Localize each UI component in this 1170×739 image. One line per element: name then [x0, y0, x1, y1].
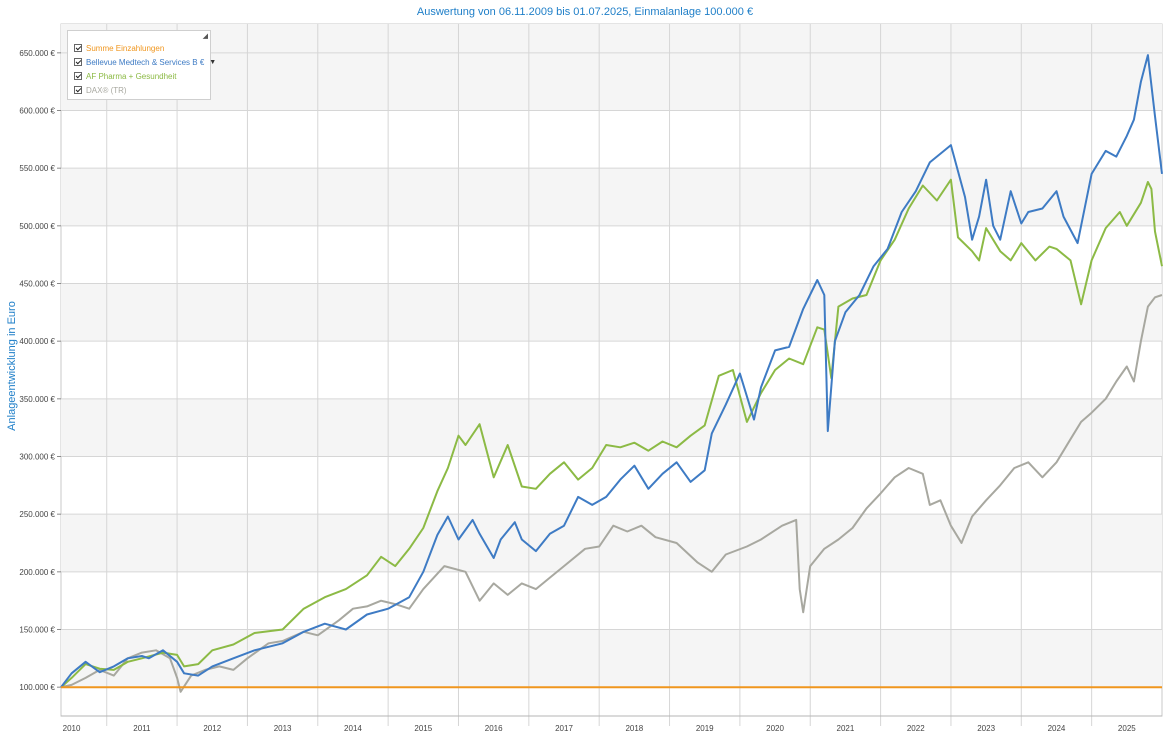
- y-tick-label: 600.000 €: [19, 107, 55, 116]
- grid-band: [61, 514, 1162, 572]
- x-tick-label: 2019: [696, 724, 714, 733]
- x-tick-label: 2010: [63, 724, 81, 733]
- series-layer: [60, 54, 1163, 693]
- legend-label: DAX® (TR): [86, 85, 127, 95]
- grid-band: [61, 629, 1162, 688]
- x-tick-label: 2018: [625, 724, 643, 733]
- grid-band: [61, 398, 1162, 457]
- dropdown-arrow-icon[interactable]: ▼: [209, 58, 217, 66]
- y-tick-label: 550.000 €: [19, 164, 55, 173]
- y-tick-label: 350.000 €: [19, 395, 55, 404]
- checkbox-icon[interactable]: [74, 86, 82, 94]
- legend-item-summe-einzahlungen[interactable]: Summe Einzahlungen: [74, 41, 210, 55]
- y-tick-label: 400.000 €: [19, 337, 55, 346]
- y-tick-label: 500.000 €: [19, 222, 55, 231]
- y-axis-label: Anlageentwicklung in Euro: [6, 301, 18, 431]
- x-tick-label: 2025: [1118, 724, 1136, 733]
- y-tick-label: 200.000 €: [19, 568, 55, 577]
- y-tick-label: 100.000 €: [19, 683, 55, 692]
- y-tick-label: 300.000 €: [19, 453, 55, 462]
- plot-bands: [60, 23, 1163, 717]
- series-line-bellevue-medtech-services-b: [60, 54, 1163, 688]
- checkbox-icon[interactable]: [74, 72, 82, 80]
- legend-resize-icon[interactable]: ◢: [202, 33, 208, 40]
- legend-item-bellevue-medtech[interactable]: Bellevue Medtech & Services B € ▼: [74, 55, 216, 69]
- x-tick-label: 2017: [555, 724, 573, 733]
- x-tick-label: 2016: [485, 724, 503, 733]
- grid-band: [61, 24, 1162, 53]
- grid-band: [61, 283, 1162, 342]
- x-tick-label: 2021: [837, 724, 855, 733]
- chart-title: Auswertung von 06.11.2009 bis 01.07.2025…: [416, 6, 754, 18]
- checkbox-icon[interactable]: [74, 58, 82, 66]
- plot-area: [60, 23, 1163, 717]
- legend-label: AF Pharma + Gesundheit: [86, 71, 177, 81]
- x-tick-label: 2024: [1048, 724, 1066, 733]
- series-line-af-pharma-gesundheit: [60, 178, 1163, 688]
- legend-label: Summe Einzahlungen: [86, 43, 165, 53]
- y-tick-label: 450.000 €: [19, 280, 55, 289]
- x-tick-label: 2011: [133, 724, 151, 733]
- y-tick-label: 150.000 €: [19, 626, 55, 635]
- grid-band: [61, 52, 1162, 111]
- y-tick-label: 250.000 €: [19, 510, 55, 519]
- legend-label: Bellevue Medtech & Services B €: [86, 57, 205, 67]
- series-line-dax-tr: [60, 294, 1163, 693]
- x-tick-label: 2015: [414, 724, 432, 733]
- legend-item-dax[interactable]: DAX® (TR): [74, 83, 210, 97]
- x-tick-label: 2013: [274, 724, 292, 733]
- x-tick-label: 2012: [203, 724, 221, 733]
- x-tick-label: 2014: [344, 724, 362, 733]
- x-tick-label: 2020: [766, 724, 784, 733]
- x-tick-label: 2022: [907, 724, 925, 733]
- y-tick-label: 650.000 €: [19, 49, 55, 58]
- legend-item-af-pharma[interactable]: AF Pharma + Gesundheit: [74, 69, 210, 83]
- x-axis-ticks: 2010 2011 2012 2013 2014 2015 2016 2017 2018 2019…: [63, 724, 1137, 733]
- x-tick-label: 2023: [977, 724, 995, 733]
- grid-band: [61, 168, 1162, 226]
- checkbox-icon[interactable]: [74, 44, 82, 52]
- legend[interactable]: ◢ Summe Einzahlungen Bellevue Medtech & …: [67, 30, 216, 100]
- y-axis-ticks: 100.000 € 150.000 € 200.000 € 250.000 € 300.…: [19, 49, 55, 692]
